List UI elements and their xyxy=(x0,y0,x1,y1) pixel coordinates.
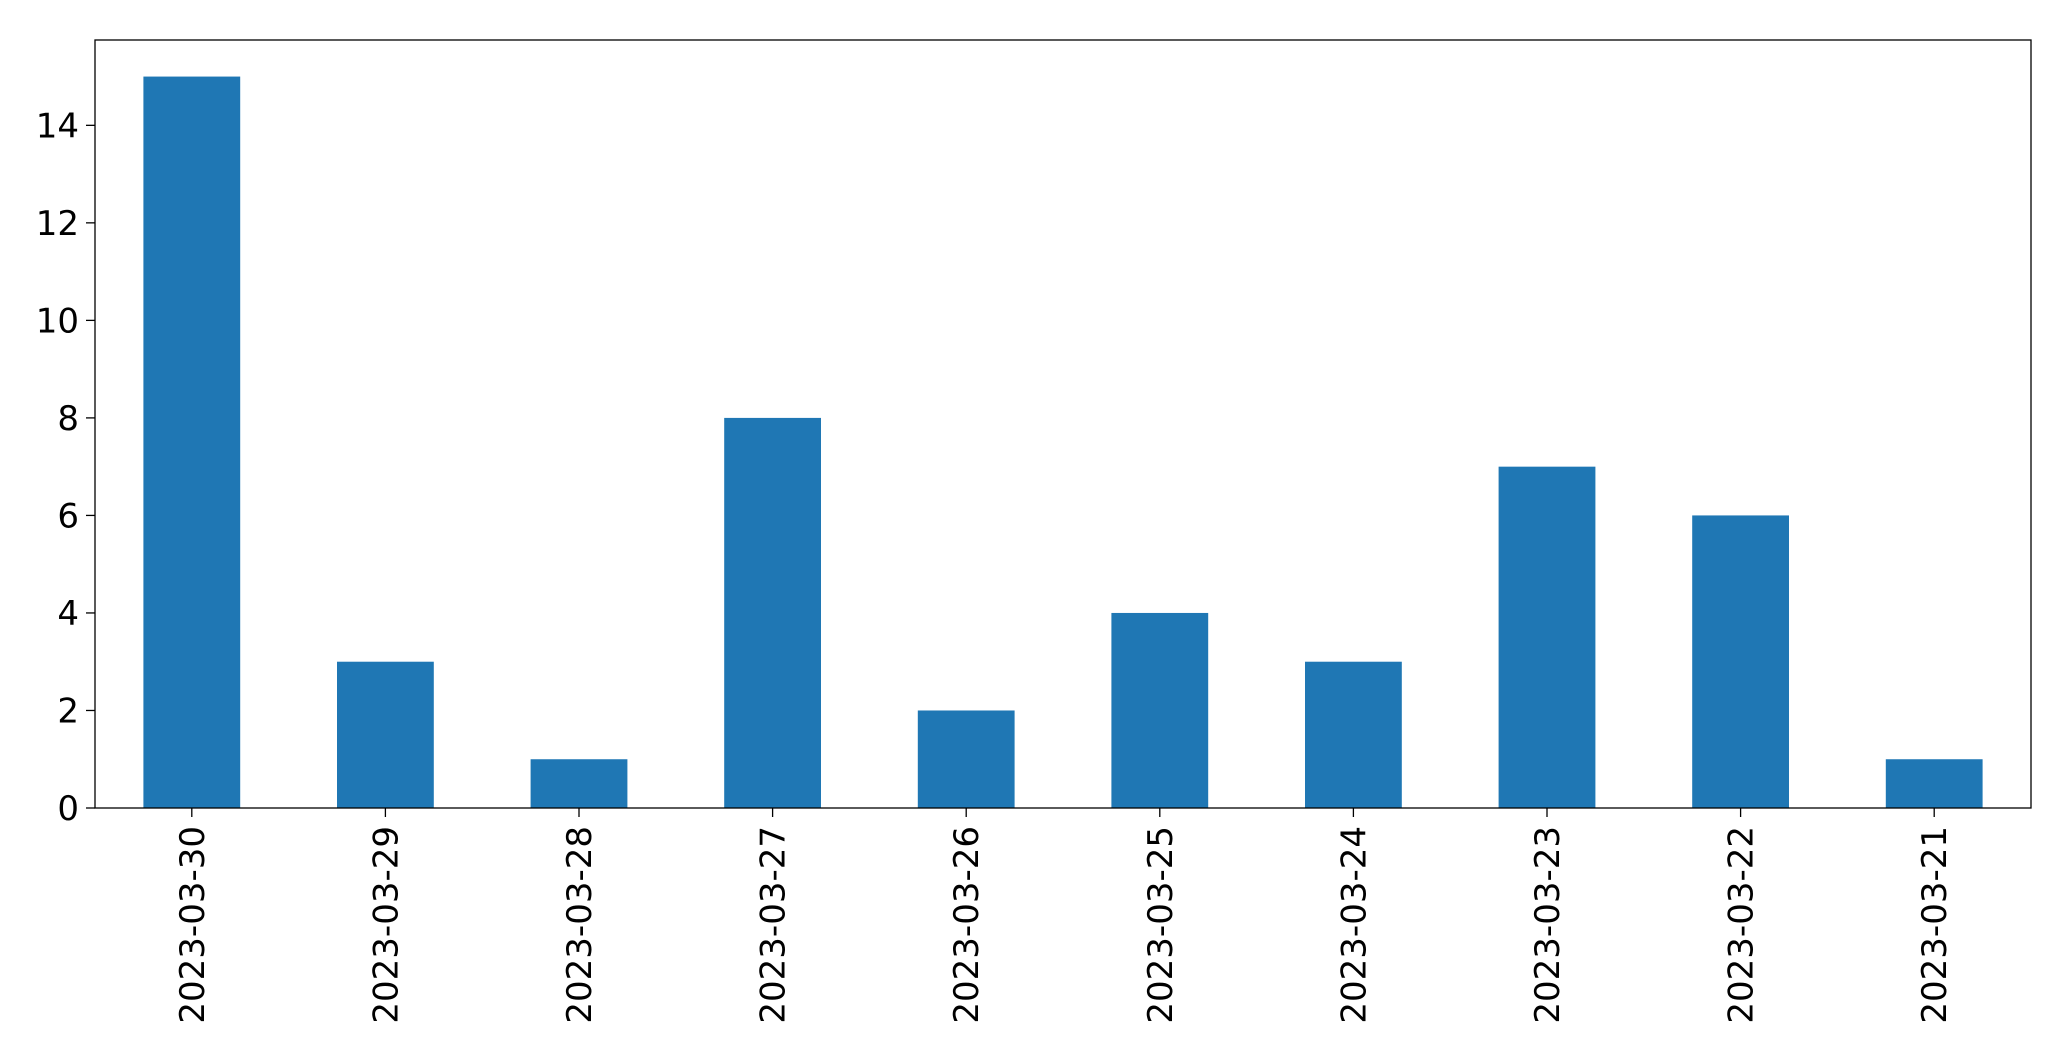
bar xyxy=(1111,612,1209,808)
x-tick-label: 2023-03-23 xyxy=(1528,826,1568,1024)
bar xyxy=(530,759,628,808)
x-tick-label: 2023-03-22 xyxy=(1722,826,1762,1024)
bar xyxy=(724,417,821,808)
bar xyxy=(1692,515,1789,808)
y-tick-label: 14 xyxy=(36,106,79,146)
x-tick-label: 2023-03-27 xyxy=(754,826,794,1024)
y-tick-label: 10 xyxy=(36,301,79,341)
bar xyxy=(143,76,241,809)
plot-frame xyxy=(94,39,2032,809)
y-tick-label: 4 xyxy=(57,594,79,634)
bar xyxy=(1885,759,1983,808)
bar xyxy=(917,710,1015,808)
bar xyxy=(1305,661,1402,808)
y-tick-label: 2 xyxy=(57,691,79,731)
x-tick-label: 2023-03-28 xyxy=(560,826,600,1024)
x-tick-label: 2023-03-25 xyxy=(1141,826,1181,1024)
bar xyxy=(1498,466,1596,808)
y-tick-label: 8 xyxy=(57,399,79,439)
x-tick-label: 2023-03-21 xyxy=(1915,826,1955,1024)
y-tick-label: 12 xyxy=(36,204,79,244)
y-tick-label: 0 xyxy=(57,789,79,829)
x-tick-label: 2023-03-29 xyxy=(366,826,406,1024)
x-tick-label: 2023-03-30 xyxy=(173,826,213,1024)
bar xyxy=(337,661,434,808)
x-tick-label: 2023-03-24 xyxy=(1334,826,1374,1024)
x-tick-label: 2023-03-26 xyxy=(947,826,987,1024)
y-tick-label: 6 xyxy=(57,496,79,536)
